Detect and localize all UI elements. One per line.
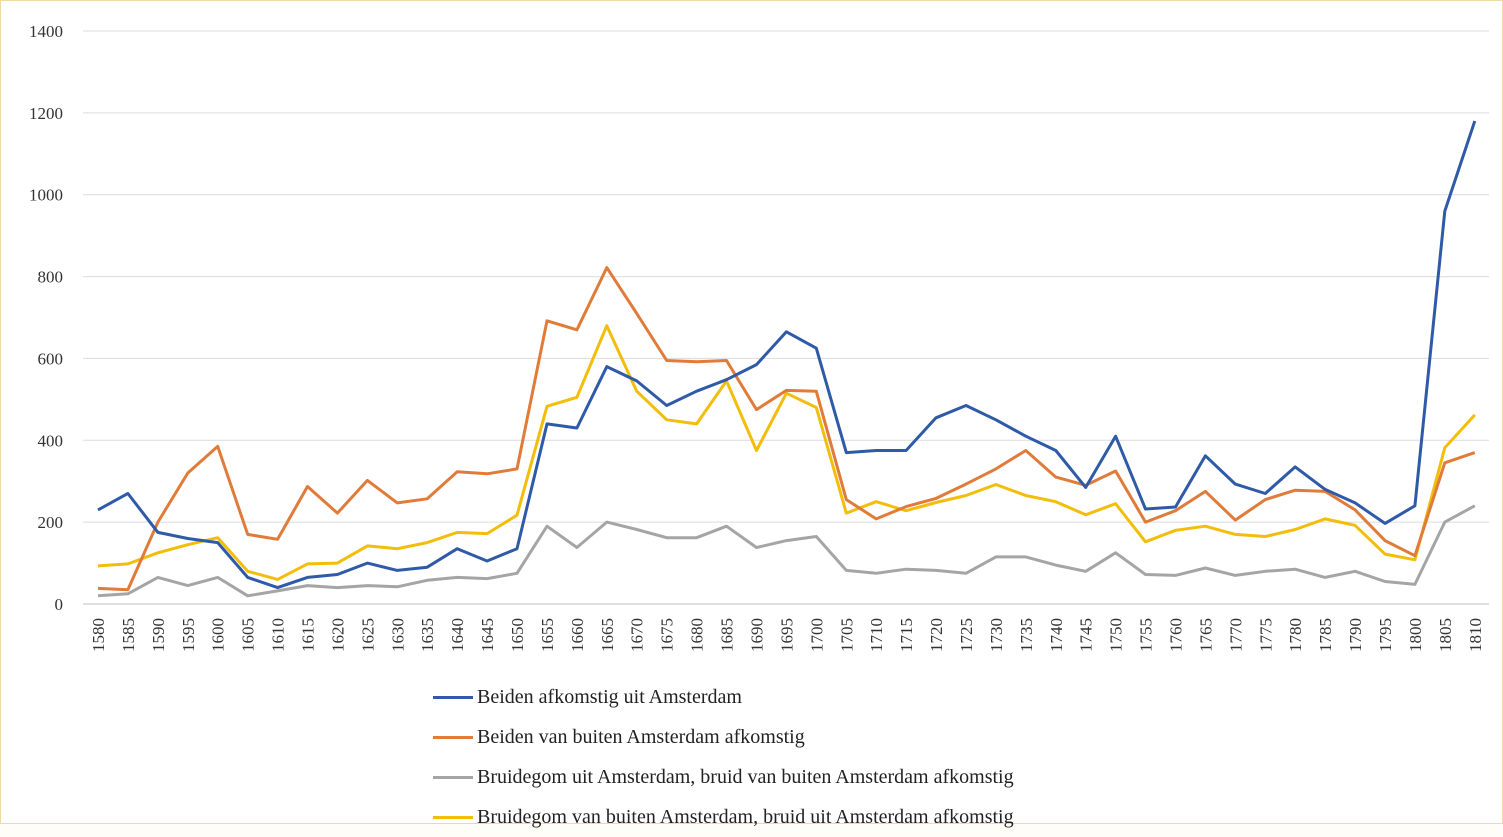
x-tick-label: 1795 — [1376, 618, 1395, 652]
x-tick-label: 1665 — [598, 618, 617, 652]
x-tick-label: 1650 — [508, 618, 527, 652]
legend-item-4: Bruidegom van buiten Amsterdam, bruid ui… — [433, 797, 1014, 837]
x-tick-label: 1700 — [807, 618, 826, 652]
x-tick-label: 1660 — [568, 618, 587, 652]
y-tick-label: 200 — [38, 513, 64, 532]
series-line-4 — [97, 324, 1476, 581]
legend-label: Beiden van buiten Amsterdam afkomstig — [477, 725, 805, 748]
x-tick-label: 1715 — [897, 618, 916, 652]
x-tick-label: 1805 — [1436, 618, 1455, 652]
x-tick-label: 1615 — [299, 618, 318, 652]
legend-swatch — [433, 695, 473, 699]
x-tick-label: 1785 — [1316, 618, 1335, 652]
legend-label: Beiden afkomstig uit Amsterdam — [477, 685, 742, 708]
x-tick-label: 1710 — [867, 618, 886, 652]
x-tick-label: 1735 — [1017, 618, 1036, 652]
x-tick-label: 1810 — [1466, 618, 1485, 652]
x-tick-label: 1640 — [448, 618, 467, 652]
x-axis-ticks: 1580 1585 1590 1595 1600 1605 1610 1615 1620 1625… — [89, 618, 1485, 652]
x-tick-label: 1730 — [987, 618, 1006, 652]
x-tick-label: 1610 — [269, 618, 288, 652]
x-tick-label: 1740 — [1047, 618, 1066, 652]
x-tick-label: 1585 — [119, 618, 138, 652]
series-line-1 — [97, 120, 1477, 590]
x-tick-label: 1725 — [957, 618, 976, 652]
legend-item-2: Beiden van buiten Amsterdam afkomstig — [433, 717, 1014, 757]
x-tick-label: 1765 — [1196, 618, 1215, 652]
x-tick-label: 1630 — [388, 618, 407, 652]
y-tick-label: 400 — [38, 431, 64, 450]
y-tick-label: 1200 — [29, 104, 63, 123]
x-tick-label: 1695 — [777, 618, 796, 652]
x-tick-label: 1745 — [1077, 618, 1096, 652]
legend-label: Bruidegom van buiten Amsterdam, bruid ui… — [477, 805, 1014, 828]
x-tick-label: 1780 — [1286, 618, 1305, 652]
x-tick-label: 1720 — [927, 618, 946, 652]
x-tick-label: 1580 — [89, 618, 108, 652]
x-tick-label: 1620 — [328, 618, 347, 652]
x-tick-label: 1760 — [1166, 618, 1185, 652]
x-tick-label: 1680 — [688, 618, 707, 652]
x-tick-label: 1595 — [179, 618, 198, 652]
legend-label: Bruidegom uit Amsterdam, bruid van buite… — [477, 765, 1014, 788]
y-tick-label: 1000 — [29, 186, 63, 205]
x-tick-label: 1790 — [1346, 618, 1365, 652]
x-tick-label: 1635 — [418, 618, 437, 652]
legend-item-1: Beiden afkomstig uit Amsterdam — [433, 677, 1014, 717]
x-tick-label: 1590 — [149, 618, 168, 652]
x-tick-label: 1605 — [239, 618, 258, 652]
x-tick-label: 1770 — [1226, 618, 1245, 652]
x-tick-label: 1625 — [358, 618, 377, 652]
y-axis-ticks: 0 200 400 600 800 1000 1200 1400 — [29, 22, 63, 614]
x-tick-label: 1775 — [1256, 618, 1275, 652]
x-tick-label: 1645 — [478, 618, 497, 652]
legend: Beiden afkomstig uit Amsterdam Beiden van… — [433, 677, 1014, 837]
gridlines — [83, 30, 1489, 605]
x-tick-label: 1600 — [209, 618, 228, 652]
legend-item-3: Bruidegom uit Amsterdam, bruid van buite… — [433, 757, 1014, 797]
x-tick-label: 1705 — [837, 618, 856, 652]
x-tick-label: 1675 — [658, 618, 677, 652]
y-tick-label: 1400 — [29, 22, 63, 41]
x-tick-label: 1670 — [628, 618, 647, 652]
y-tick-label: 600 — [38, 349, 64, 368]
x-tick-label: 1655 — [538, 618, 557, 652]
x-tick-label: 1685 — [718, 618, 737, 652]
series-lines — [97, 120, 1477, 598]
y-tick-label: 800 — [38, 268, 64, 287]
legend-swatch — [433, 775, 473, 779]
x-tick-label: 1755 — [1137, 618, 1156, 652]
x-tick-label: 1800 — [1406, 618, 1425, 652]
series-line-2 — [97, 266, 1476, 592]
legend-swatch — [433, 735, 473, 739]
x-tick-label: 1750 — [1107, 618, 1126, 652]
y-tick-label: 0 — [55, 595, 64, 614]
series-line-3 — [97, 504, 1476, 598]
x-tick-label: 1690 — [747, 618, 766, 652]
legend-swatch — [433, 815, 473, 819]
